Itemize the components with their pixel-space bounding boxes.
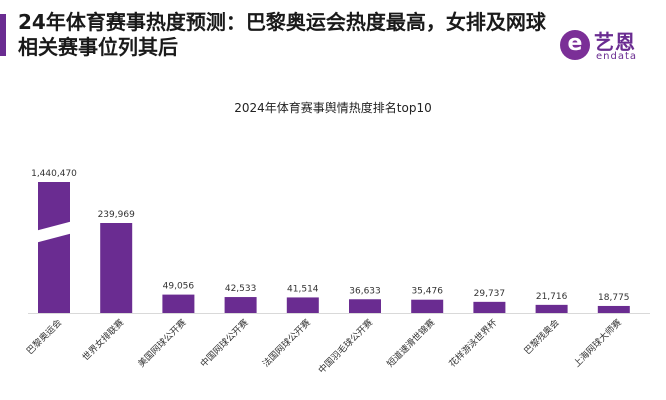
category-label-9: 巴黎残奥会 — [521, 317, 561, 357]
category-label-1: 巴黎奥运会 — [24, 317, 64, 357]
bar-2 — [100, 223, 133, 313]
bar-6 — [349, 299, 381, 313]
data-label-6: 36,633 — [349, 286, 381, 296]
data-label-5: 41,514 — [287, 284, 319, 294]
data-label-1: 1,440,470 — [31, 169, 77, 179]
title-accent-bar — [0, 14, 6, 56]
category-label-6: 中国羽毛球公开赛 — [316, 317, 375, 376]
logo-text-en: endata — [596, 51, 638, 62]
bar-1 — [38, 182, 70, 313]
data-label-10: 18,775 — [598, 293, 630, 303]
endata-logo: e 艺恩 endata — [560, 26, 656, 66]
data-label-2: 239,969 — [98, 210, 135, 220]
category-label-4: 中国网球公开赛 — [198, 317, 251, 370]
logo-text-cn: 艺恩 — [594, 30, 636, 54]
bar-4 — [224, 297, 257, 313]
bar-9 — [535, 304, 568, 313]
category-label-8: 花样游泳世界杯 — [446, 317, 499, 370]
data-label-7: 35,476 — [411, 287, 443, 297]
data-label-3: 49,056 — [163, 282, 195, 292]
bar-7 — [411, 299, 444, 313]
category-label-5: 法国网球公开赛 — [260, 317, 313, 370]
bar-8 — [473, 301, 506, 313]
category-label-10: 上海网球大师赛 — [571, 317, 624, 370]
category-label-7: 短道速滑世锦赛 — [384, 317, 437, 370]
category-label-3: 美国网球公开赛 — [135, 317, 188, 370]
category-label-2: 世界女排联赛 — [80, 317, 127, 364]
data-label-4: 42,533 — [225, 284, 257, 294]
bar-5 — [286, 297, 319, 313]
bar-3 — [162, 294, 195, 313]
chart-title: 2024年体育赛事舆情热度排名top10 — [234, 101, 432, 115]
page-headline: 24年体育赛事热度预测：巴黎奥运会热度最高，女排及网球相关赛事位列其后 — [18, 10, 546, 59]
data-label-8: 29,737 — [474, 289, 506, 299]
bar-10 — [597, 305, 630, 313]
logo-mark-icon: e — [560, 30, 590, 60]
axis-break-mark — [35, 221, 73, 243]
data-label-9: 21,716 — [536, 292, 568, 302]
